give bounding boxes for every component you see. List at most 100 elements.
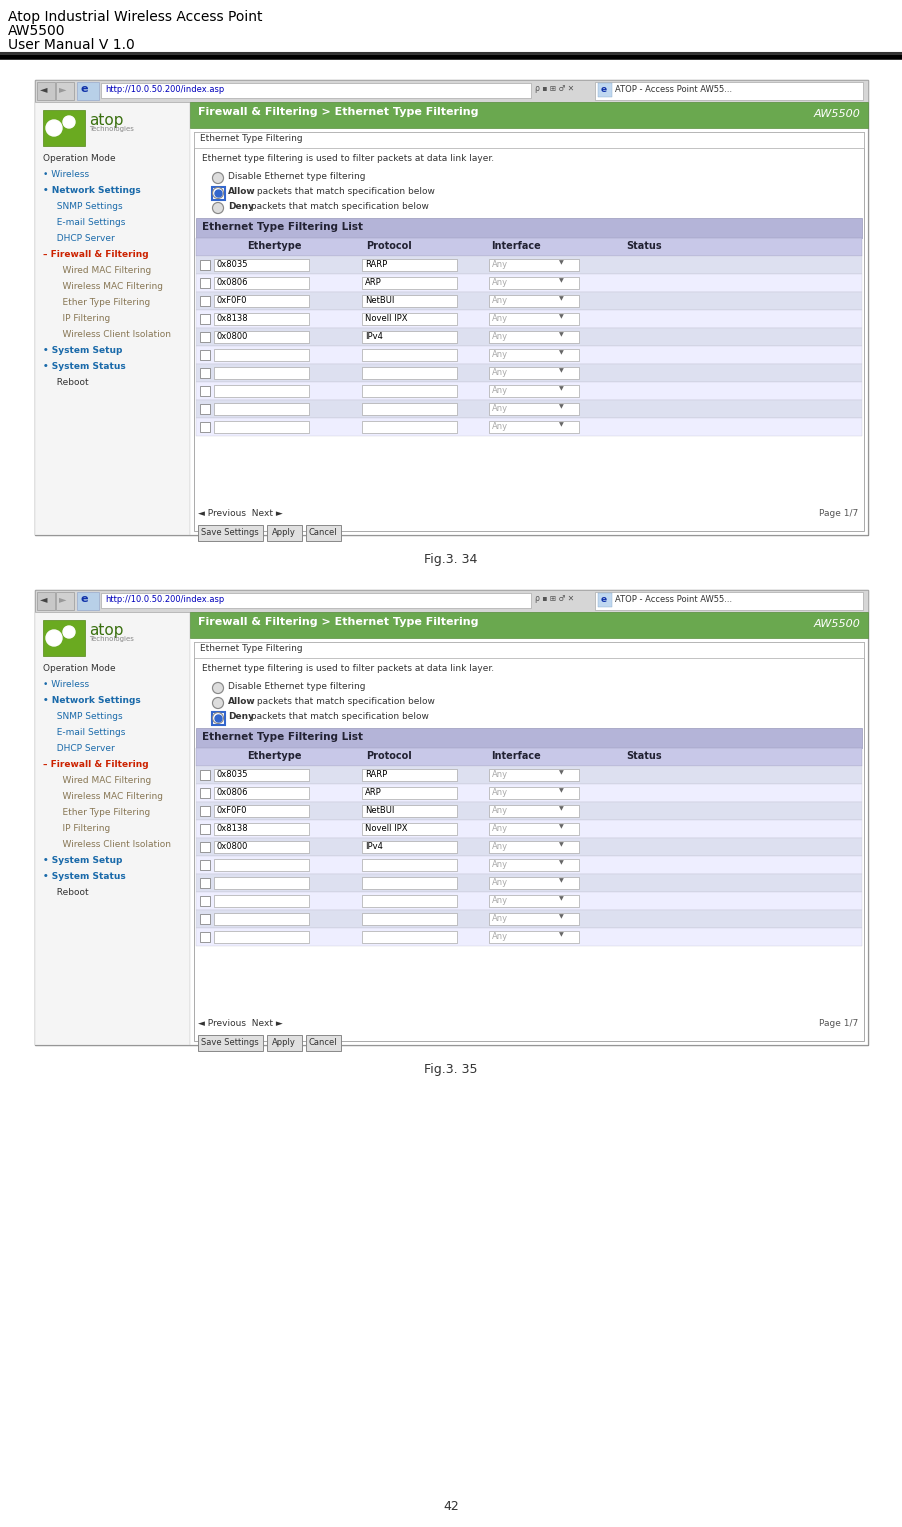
Bar [489, 823, 578, 835]
Text: • System Setup: • System Setup [43, 857, 123, 864]
Bar [489, 295, 578, 307]
Bar [212, 186, 225, 200]
Text: ◄ Previous  Next ►: ◄ Previous Next ► [198, 1019, 282, 1028]
Bar [362, 786, 456, 799]
Text: Reboot: Reboot [51, 889, 88, 896]
Text: ▼: ▼ [558, 915, 563, 919]
Text: 0x8138: 0x8138 [216, 315, 248, 324]
Bar [594, 82, 862, 99]
Bar [489, 786, 578, 799]
Bar [198, 1035, 262, 1051]
Bar [196, 363, 861, 382]
Text: DHCP Server: DHCP Server [51, 234, 115, 243]
Bar [489, 403, 578, 415]
Bar [196, 892, 861, 910]
Text: Cancel: Cancel [308, 1038, 337, 1048]
Bar [196, 347, 861, 363]
Circle shape [212, 203, 224, 214]
Bar [489, 895, 578, 907]
Bar [196, 310, 861, 328]
Text: Fig.3. 35: Fig.3. 35 [424, 1063, 477, 1077]
Text: • Network Settings: • Network Settings [43, 696, 141, 705]
Text: – Firewall & Filtering: – Firewall & Filtering [43, 760, 149, 770]
Text: Firewall & Filtering > Ethernet Type Filtering: Firewall & Filtering > Ethernet Type Fil… [198, 617, 478, 628]
Text: ▼: ▼ [558, 368, 563, 373]
Bar [196, 257, 861, 273]
Text: • Wireless: • Wireless [43, 169, 89, 179]
Text: Any: Any [492, 331, 508, 341]
Circle shape [46, 121, 62, 136]
Bar [196, 328, 861, 347]
Text: IPv4: IPv4 [364, 841, 382, 851]
Bar [189, 612, 867, 638]
Bar [597, 82, 612, 98]
Circle shape [212, 698, 224, 709]
Text: • Wireless: • Wireless [43, 680, 89, 689]
Text: ARP: ARP [364, 278, 382, 287]
Text: Interface: Interface [491, 241, 540, 250]
Text: Operation Mode: Operation Mode [43, 154, 115, 163]
Text: ρ ▪ ⊞ ♂ ✕: ρ ▪ ⊞ ♂ ✕ [534, 594, 574, 603]
Text: Any: Any [492, 296, 508, 305]
Text: Any: Any [492, 770, 508, 779]
Bar [35, 102, 189, 534]
Bar [214, 295, 308, 307]
Text: ▼: ▼ [558, 386, 563, 391]
Text: Save Settings: Save Settings [201, 528, 259, 538]
Text: SNMP Settings: SNMP Settings [51, 202, 123, 211]
Text: ▼: ▼ [558, 296, 563, 301]
Text: Any: Any [492, 860, 508, 869]
Bar [267, 525, 301, 541]
Bar [43, 110, 85, 147]
Bar [489, 366, 578, 379]
Bar [362, 403, 456, 415]
Text: Page 1/7: Page 1/7 [818, 508, 857, 518]
Bar [214, 331, 308, 344]
Bar [362, 823, 456, 835]
Text: Deny: Deny [227, 202, 253, 211]
Text: ▼: ▼ [558, 350, 563, 354]
Bar [214, 385, 308, 397]
Text: ▼: ▼ [558, 788, 563, 793]
Text: Protocol: Protocol [365, 241, 411, 250]
Bar [199, 331, 210, 342]
Bar [199, 421, 210, 432]
Circle shape [212, 713, 224, 724]
Bar [362, 895, 456, 907]
Bar [194, 131, 863, 148]
Text: ◄: ◄ [40, 594, 48, 605]
Bar [489, 331, 578, 344]
Text: ATOP - Access Point AW55...: ATOP - Access Point AW55... [614, 596, 732, 605]
Text: packets that match specification below: packets that match specification below [253, 696, 435, 705]
Circle shape [63, 116, 75, 128]
Bar [214, 841, 308, 854]
Bar [196, 820, 861, 838]
Text: Any: Any [492, 806, 508, 815]
Bar [199, 931, 210, 942]
Bar [196, 218, 861, 238]
Text: Any: Any [492, 896, 508, 906]
Text: http://10.0.50.200/index.asp: http://10.0.50.200/index.asp [105, 596, 224, 605]
Text: Ethernet type filtering is used to filter packets at data link layer.: Ethernet type filtering is used to filte… [202, 154, 493, 163]
Text: Disable Ethernet type filtering: Disable Ethernet type filtering [227, 173, 365, 182]
Text: Wired MAC Filtering: Wired MAC Filtering [51, 776, 151, 785]
Bar [489, 421, 578, 434]
Bar [362, 931, 456, 944]
Bar [196, 838, 861, 857]
Text: Allow: Allow [227, 696, 255, 705]
Bar [189, 612, 867, 1044]
Text: Any: Any [492, 260, 508, 269]
Text: ▼: ▼ [558, 841, 563, 847]
Bar [214, 876, 308, 889]
Text: NetBUI: NetBUI [364, 296, 394, 305]
Text: ►: ► [59, 84, 67, 95]
Text: e: e [81, 594, 88, 605]
Bar [362, 276, 456, 289]
Text: ▼: ▼ [558, 931, 563, 938]
Text: ▼: ▼ [558, 825, 563, 829]
Bar [35, 589, 867, 612]
Bar [199, 788, 210, 799]
Text: 0x0800: 0x0800 [216, 841, 248, 851]
Circle shape [46, 631, 62, 646]
Bar [362, 366, 456, 379]
